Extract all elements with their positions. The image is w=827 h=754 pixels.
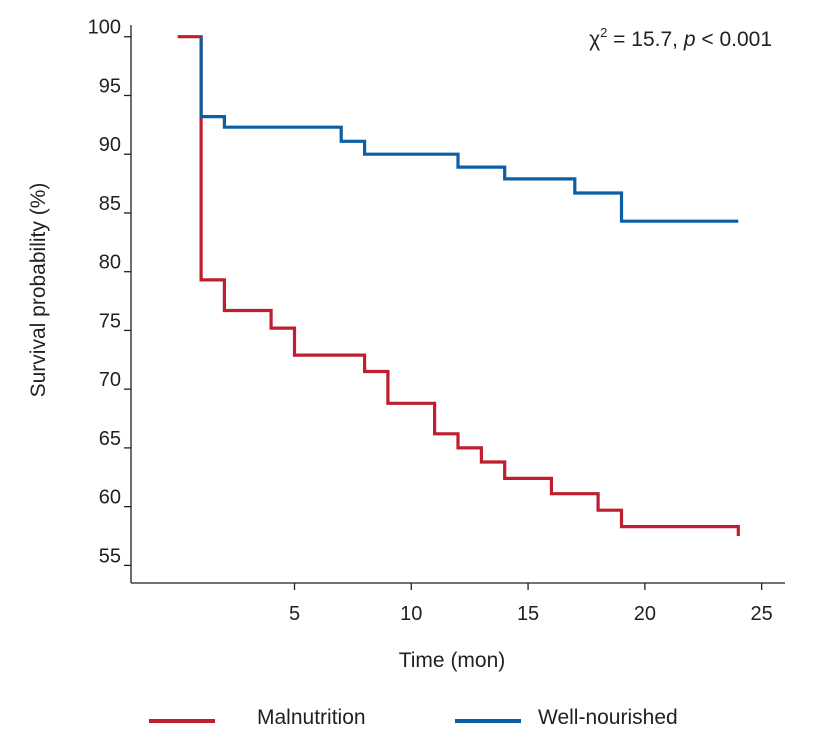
legend-label-well-nourished: Well-nourished	[538, 706, 678, 729]
x-tick-label: 15	[517, 603, 539, 625]
y-ticks: 55 60 65 70 75 80 85 90 95 100	[88, 17, 131, 567]
series-line-malnutrition	[177, 35, 740, 536]
series-line-well-nourished	[199, 36, 739, 223]
x-ticks: 5 10 15 20 25	[289, 583, 773, 625]
x-tick-label: 20	[634, 603, 656, 625]
x-tick-label: 10	[400, 603, 422, 625]
legend-label-malnutrition: Malnutrition	[257, 706, 366, 729]
y-tick-label: 95	[99, 75, 121, 97]
axes	[130, 25, 785, 584]
stat-value: = 15.7,	[607, 28, 683, 51]
y-tick-label: 85	[99, 193, 121, 215]
y-tick-label: 65	[99, 428, 121, 450]
chi-symbol: χ	[589, 28, 600, 51]
legend: Malnutrition Well-nourished	[149, 706, 678, 729]
p-value: < 0.001	[696, 28, 772, 51]
y-axis-label: Survival probability (%)	[27, 183, 50, 398]
stat-annotation: χ2 = 15.7, p < 0.001	[589, 25, 772, 51]
y-tick-label: 70	[99, 369, 121, 391]
x-axis-label: Time (mon)	[399, 649, 506, 672]
chi-superscript: 2	[600, 25, 607, 40]
y-tick-label: 100	[88, 17, 121, 39]
p-symbol: p	[683, 28, 696, 51]
x-tick-label: 5	[289, 603, 300, 625]
y-tick-label: 75	[99, 310, 121, 332]
y-tick-label: 90	[99, 134, 121, 156]
series-lines	[177, 35, 740, 536]
y-tick-label: 60	[99, 487, 121, 509]
y-tick-label: 55	[99, 545, 121, 567]
y-tick-label: 80	[99, 252, 121, 274]
x-tick-label: 25	[751, 603, 773, 625]
